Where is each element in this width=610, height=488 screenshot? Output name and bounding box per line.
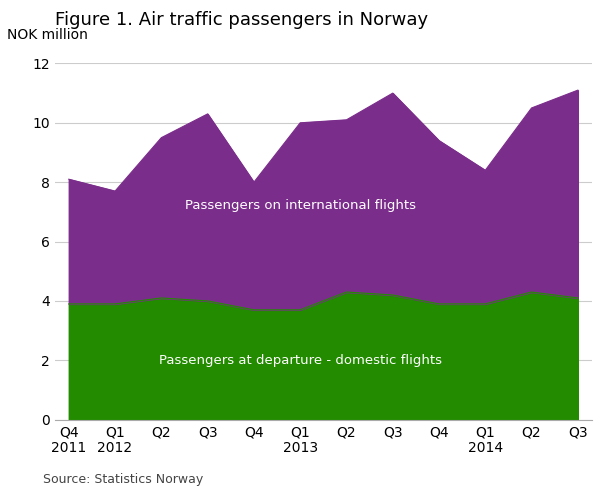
Text: NOK million: NOK million	[7, 28, 87, 42]
Text: Passengers at departure - domestic flights: Passengers at departure - domestic fligh…	[159, 354, 442, 367]
Text: Passengers on international flights: Passengers on international flights	[185, 200, 415, 212]
Text: Figure 1. Air traffic passengers in Norway: Figure 1. Air traffic passengers in Norw…	[55, 11, 428, 29]
Text: Source: Statistics Norway: Source: Statistics Norway	[43, 472, 203, 486]
